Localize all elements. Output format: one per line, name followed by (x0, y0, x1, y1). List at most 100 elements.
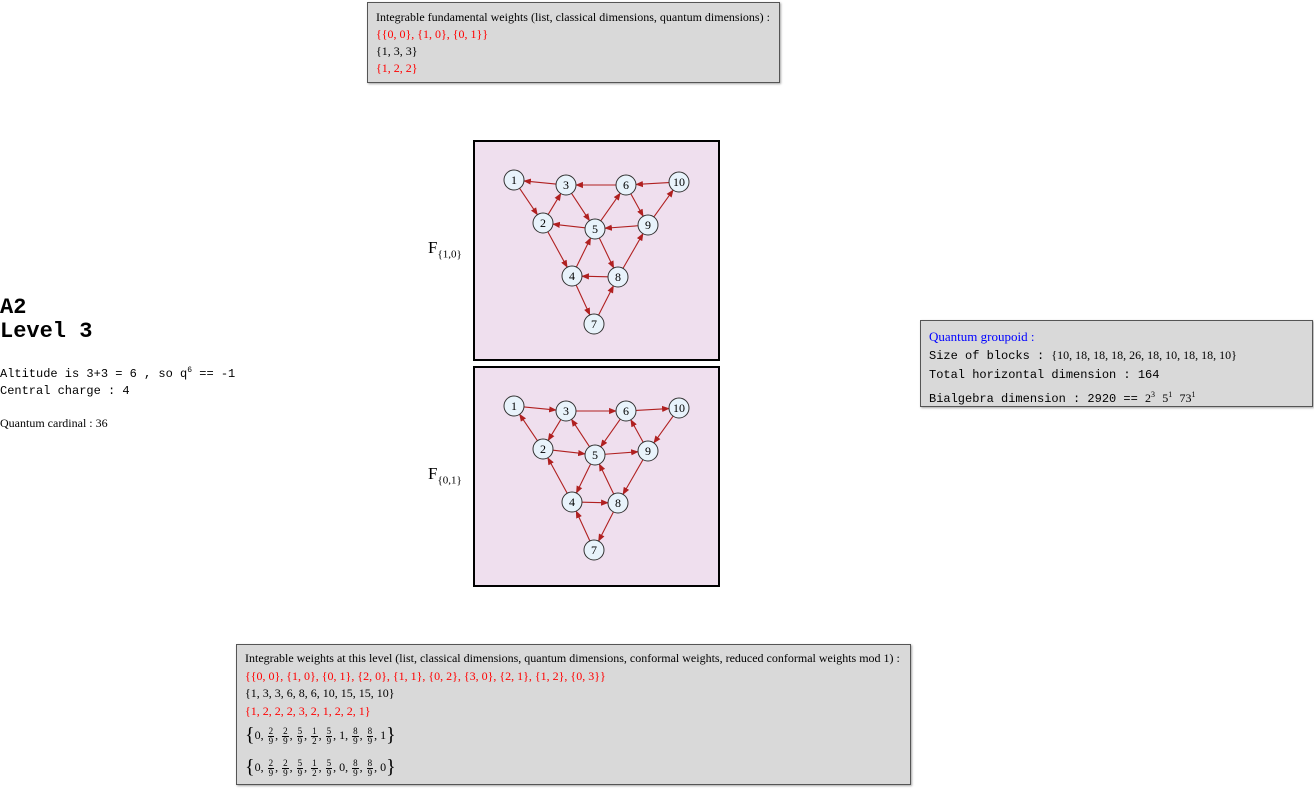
weights-classical-dimensions: {1, 3, 3, 6, 8, 6, 10, 15, 15, 10} (245, 686, 395, 700)
separator: , (345, 760, 352, 775)
svg-text:8: 8 (615, 270, 621, 284)
edge-9-to-5 (604, 224, 639, 231)
fusion-graph-1: 1 2 3 4 5 6 7 8 9 10 (473, 140, 720, 361)
graph-node-2: 2 (532, 438, 554, 460)
svg-text:5: 5 (592, 222, 598, 236)
svg-text:3: 3 (563, 178, 569, 192)
svg-text:4: 4 (569, 495, 575, 509)
separator: , (260, 760, 267, 775)
edge-2-to-1 (519, 413, 538, 442)
fusion-graph-2-canvas: 1 2 3 4 5 6 7 8 9 10 (503, 395, 690, 561)
factor-base: 5 (1162, 391, 1169, 405)
svg-text:2: 2 (540, 442, 546, 456)
graph-node-9: 9 (637, 440, 659, 462)
fundamental-weights-list: {{0, 0}, {1, 0}, {0, 1}} (376, 27, 489, 41)
quantum-cardinal: Quantum cardinal : 36 (0, 416, 108, 430)
svg-text:5: 5 (592, 448, 598, 462)
edge-2-to-5 (552, 449, 586, 457)
svg-text:9: 9 (645, 218, 651, 232)
graph-node-8: 8 (607, 492, 629, 514)
graph-node-10: 10 (668, 171, 690, 193)
weights-quantum-dimensions: {1, 2, 2, 2, 3, 2, 1, 2, 2, 1} (245, 703, 371, 718)
algebra-info: Altitude is 3+3 = 6 , so q6 == -1 Centra… (0, 362, 235, 432)
graph-node-4: 4 (561, 265, 583, 287)
separator: , (333, 728, 340, 743)
bialgebra-dimension: Bialgebra dimension : 2920 == 23 51 731 (929, 385, 1304, 409)
graph-node-6: 6 (615, 400, 637, 422)
integer-value: 1 (339, 728, 346, 743)
fusion-label-subscript: {1,0} (437, 248, 462, 261)
level-label: Level 3 (0, 319, 93, 344)
edge-5-to-3 (571, 418, 590, 447)
edge-8-to-4 (581, 273, 609, 280)
separator: , (318, 760, 325, 775)
separator: , (318, 728, 325, 743)
separator: , (374, 760, 381, 775)
edge-4-to-5 (575, 237, 592, 268)
edge-6-to-5 (600, 418, 621, 448)
edge-2-to-4 (547, 231, 568, 268)
fundamental-classical-dimensions: {1, 3, 3} (376, 44, 418, 58)
svg-text:7: 7 (591, 543, 597, 557)
graph-node-5: 5 (584, 444, 606, 466)
fusion-label-subscript: {0,1} (437, 474, 462, 487)
fusion-label-letter: F (428, 464, 438, 483)
brace-open: { (245, 756, 255, 779)
separator: , (275, 760, 282, 775)
algebra-title: A2 Level 3 (0, 296, 92, 344)
edge-4-to-8 (581, 499, 609, 506)
factor-1: 23 (1145, 390, 1155, 405)
svg-text:1: 1 (511, 173, 517, 187)
edge-8-to-5 (598, 463, 615, 495)
block-sizes: Size of blocks : {10, 18, 18, 18, 26, 18… (929, 346, 1304, 366)
integer-value: 1 (380, 728, 387, 743)
graph-node-2: 2 (532, 212, 554, 234)
edge-8-to-9 (622, 232, 644, 269)
fundamental-weights-header: Integrable fundamental weights (list, cl… (376, 10, 770, 24)
factor-exponent: 1 (1168, 390, 1173, 399)
integer-value: 0 (339, 760, 346, 775)
altitude-equation: == -1 (192, 367, 236, 381)
fundamental-quantum-dimensions: {1, 2, 2} (376, 61, 418, 75)
edge-7-to-4 (575, 510, 591, 542)
svg-text:4: 4 (569, 269, 575, 283)
separator: , (304, 728, 311, 743)
brace-open: { (245, 724, 255, 747)
block-sizes-label: Size of blocks : (929, 349, 1052, 363)
edge-4-to-2 (547, 457, 568, 494)
svg-text:2: 2 (540, 216, 546, 230)
factor-3: 731 (1179, 390, 1195, 405)
svg-text:6: 6 (623, 178, 629, 192)
factor-base: 2 (1145, 391, 1152, 405)
edge-6-to-9 (630, 193, 644, 217)
edge-5-to-8 (598, 237, 615, 269)
brace-close: } (386, 724, 396, 747)
factor-2: 51 (1162, 390, 1173, 405)
separator: , (275, 728, 282, 743)
fundamental-weights-panel: Integrable fundamental weights (list, cl… (367, 2, 780, 83)
altitude-exponent: 6 (187, 366, 193, 375)
quantum-groupoid-panel: Quantum groupoid : Size of blocks : {10,… (920, 320, 1313, 407)
edge-3-to-1 (523, 178, 557, 185)
edge-9-to-8 (622, 459, 644, 496)
svg-text:10: 10 (673, 175, 685, 189)
separator: , (374, 728, 381, 743)
svg-text:9: 9 (645, 444, 651, 458)
svg-text:1: 1 (511, 399, 517, 413)
integer-value: 0 (254, 760, 261, 775)
separator: , (359, 760, 366, 775)
edge-3-to-2 (547, 419, 562, 442)
integer-value: 0 (380, 760, 387, 775)
graph-node-1: 1 (503, 169, 525, 191)
graph-node-10: 10 (668, 397, 690, 419)
